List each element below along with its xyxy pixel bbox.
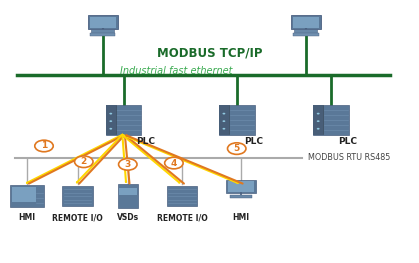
Circle shape <box>228 143 246 154</box>
Text: 3: 3 <box>125 160 131 169</box>
Circle shape <box>317 120 320 122</box>
Text: PLC: PLC <box>136 137 155 146</box>
Text: HMI: HMI <box>19 213 36 222</box>
FancyBboxPatch shape <box>91 29 114 33</box>
FancyBboxPatch shape <box>219 104 254 135</box>
FancyBboxPatch shape <box>313 104 349 135</box>
Text: REMOTE I/O: REMOTE I/O <box>157 213 208 222</box>
Text: MODBUS TCP/IP: MODBUS TCP/IP <box>157 46 262 59</box>
FancyBboxPatch shape <box>88 15 118 29</box>
FancyBboxPatch shape <box>10 185 44 207</box>
FancyBboxPatch shape <box>167 186 197 206</box>
Text: MODBUS RTU RS485: MODBUS RTU RS485 <box>308 153 391 162</box>
Circle shape <box>109 120 112 122</box>
Text: PLC: PLC <box>244 137 263 146</box>
Circle shape <box>222 113 225 114</box>
FancyBboxPatch shape <box>230 195 252 198</box>
Text: 5: 5 <box>234 144 240 153</box>
FancyBboxPatch shape <box>226 180 256 193</box>
Circle shape <box>222 128 225 130</box>
Circle shape <box>109 113 112 114</box>
FancyBboxPatch shape <box>291 15 321 29</box>
FancyBboxPatch shape <box>62 186 93 206</box>
FancyBboxPatch shape <box>106 104 142 135</box>
FancyBboxPatch shape <box>90 17 116 28</box>
Circle shape <box>35 140 53 152</box>
Text: Industrial fast ethernet: Industrial fast ethernet <box>120 66 232 76</box>
Text: REMOTE I/O: REMOTE I/O <box>52 213 103 222</box>
Circle shape <box>119 159 137 170</box>
Text: 1: 1 <box>41 141 47 150</box>
Text: 2: 2 <box>81 157 87 166</box>
FancyBboxPatch shape <box>12 187 36 201</box>
FancyBboxPatch shape <box>106 104 116 135</box>
Circle shape <box>165 157 183 169</box>
Circle shape <box>317 128 320 130</box>
FancyBboxPatch shape <box>293 33 318 36</box>
FancyBboxPatch shape <box>119 188 137 195</box>
FancyBboxPatch shape <box>118 184 138 208</box>
Text: HMI: HMI <box>233 213 249 222</box>
FancyBboxPatch shape <box>90 33 115 36</box>
Text: 4: 4 <box>171 159 177 168</box>
Circle shape <box>75 156 93 168</box>
Text: VSDs: VSDs <box>117 213 139 222</box>
Circle shape <box>317 113 320 114</box>
FancyBboxPatch shape <box>313 104 323 135</box>
FancyBboxPatch shape <box>219 104 229 135</box>
Circle shape <box>222 120 225 122</box>
FancyBboxPatch shape <box>295 29 317 33</box>
FancyBboxPatch shape <box>293 17 319 28</box>
Text: PLC: PLC <box>338 137 357 146</box>
Circle shape <box>109 128 112 130</box>
FancyBboxPatch shape <box>228 181 254 192</box>
